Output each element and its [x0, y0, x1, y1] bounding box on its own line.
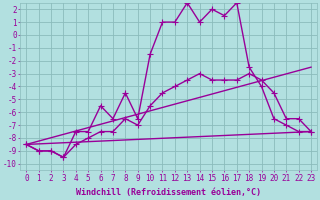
X-axis label: Windchill (Refroidissement éolien,°C): Windchill (Refroidissement éolien,°C): [76, 188, 261, 197]
